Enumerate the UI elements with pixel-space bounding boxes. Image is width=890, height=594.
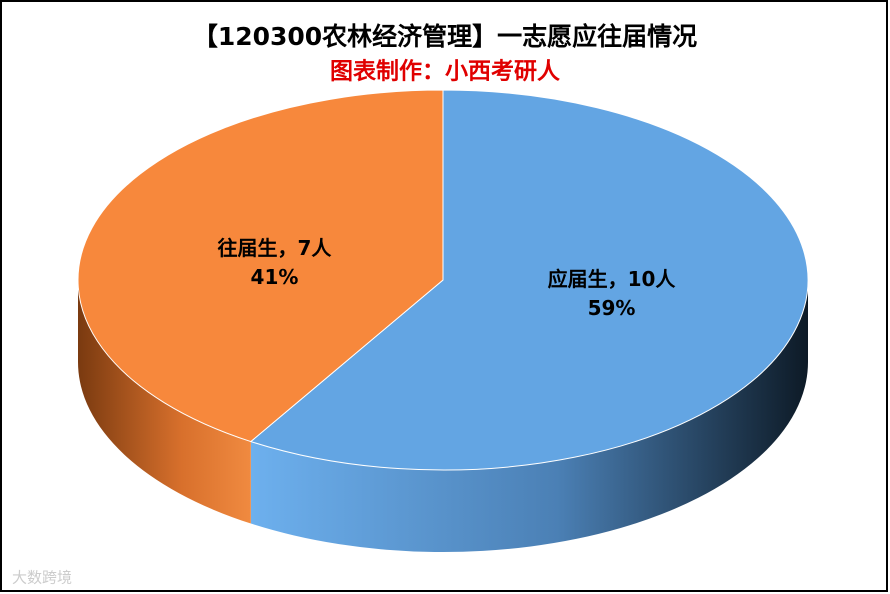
slice (77, 89, 444, 443)
watermark: 大数跨境 (12, 569, 72, 587)
data-label: 59% (588, 296, 636, 320)
slice-side (78, 280, 251, 524)
slice (249, 89, 809, 471)
data-label: 41% (251, 265, 299, 289)
data-label: 应届生，10人 (548, 267, 677, 291)
chart-title: 【120300农林经济管理】一志愿应往届情况 (193, 22, 697, 51)
data-label: 往届生，7人 (218, 236, 333, 260)
slice-side (250, 280, 808, 552)
chart-subtitle: 图表制作：小西考研人 (330, 59, 561, 85)
